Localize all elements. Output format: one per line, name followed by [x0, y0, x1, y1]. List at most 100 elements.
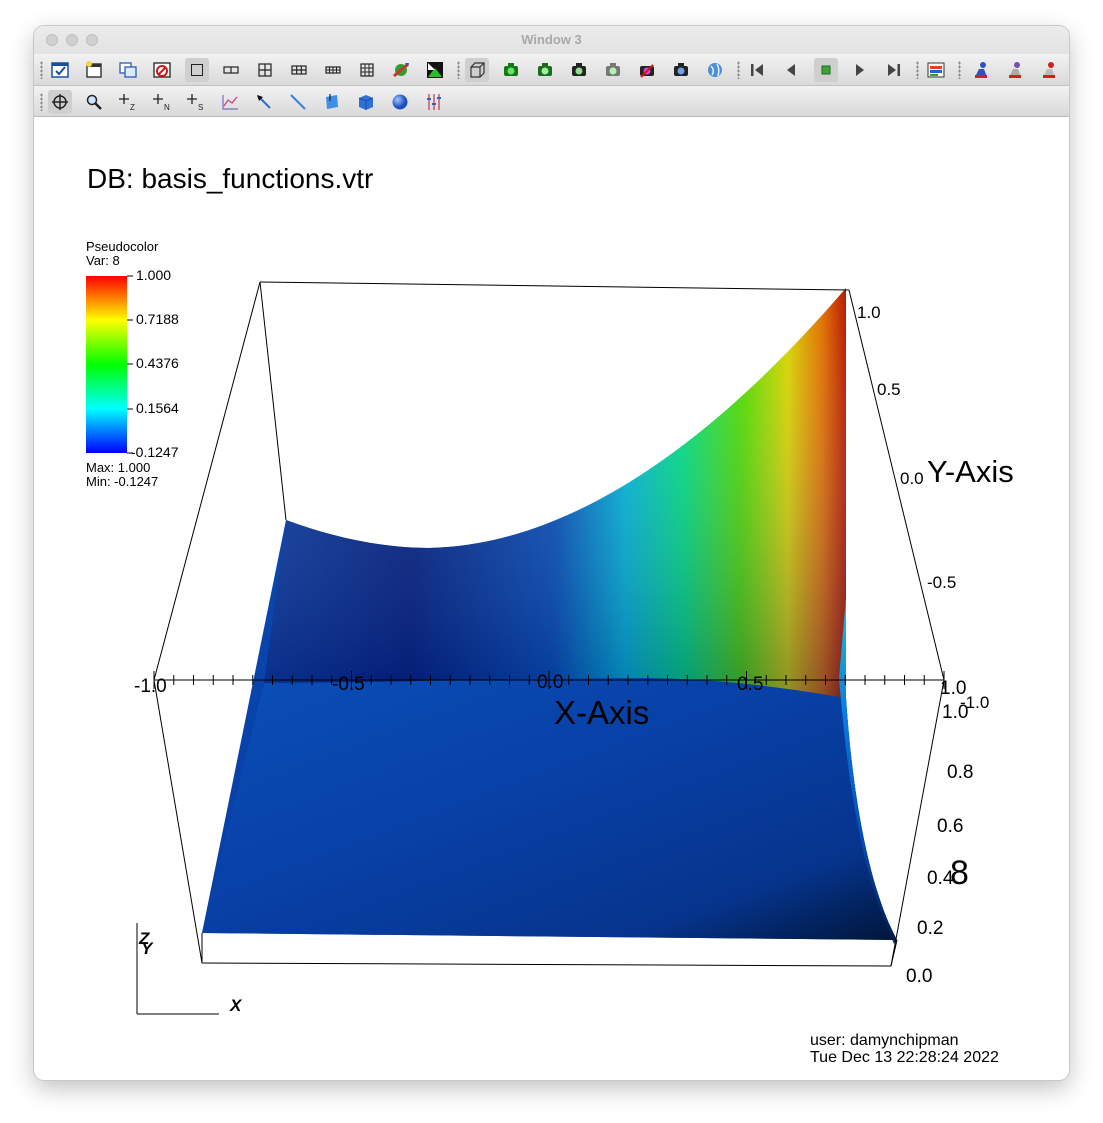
surface-lower-face [202, 678, 897, 940]
reverse-play-icon[interactable] [779, 58, 803, 82]
x-tick-label: -1.0 [134, 676, 167, 697]
toolbar-grip[interactable] [40, 61, 43, 79]
triad-y-label: Y [141, 939, 154, 958]
layout-2x2-icon[interactable] [253, 58, 277, 82]
date-label: Tue Dec 13 22:28:24 2022 [810, 1049, 999, 1066]
z-tick-label: 0.8 [947, 762, 973, 783]
line-tool-icon[interactable] [286, 90, 310, 114]
triad-z-label: Z [138, 929, 150, 948]
lock-tools-icon[interactable] [1037, 58, 1061, 82]
camera2-icon[interactable] [567, 58, 591, 82]
zoom-window-button[interactable] [86, 34, 98, 46]
z-tick-label: 1.0 [942, 702, 968, 723]
axis-restriction-icon[interactable] [422, 90, 446, 114]
legend-tick: 0.4376 [136, 355, 179, 371]
interaction-toolbar: Z N S [34, 86, 1069, 117]
lock-time-icon[interactable] [1003, 58, 1027, 82]
layout-3x3-icon[interactable] [355, 58, 379, 82]
y-tick-label: -0.5 [927, 573, 956, 592]
x-tick-label: 1.0 [940, 678, 966, 699]
camera-plots-icon[interactable] [635, 58, 659, 82]
full-frame-icon[interactable] [423, 58, 447, 82]
active-window-icon[interactable] [48, 58, 72, 82]
db-label: DB: basis_functions.vtr [87, 163, 373, 194]
z-tick-label: 0.4 [927, 868, 954, 889]
vis-canvas[interactable]: DB: basis_functions.vtr Pseudocolor Var:… [34, 118, 1069, 1080]
toolbar-grip[interactable] [457, 61, 460, 79]
z-axis-title: 8 [950, 854, 969, 892]
x-tick-label: 0.5 [737, 674, 763, 695]
legend-max: Max: 1.000 [86, 460, 150, 475]
layout-2x3-icon[interactable] [287, 58, 311, 82]
globe-icon[interactable] [703, 58, 727, 82]
toolbar-grip[interactable] [737, 61, 740, 79]
lock-view-icon[interactable] [969, 58, 993, 82]
legend-colorbar [86, 276, 127, 453]
axis-triad: Z Y X [136, 923, 243, 1015]
window-title: Window 3 [521, 32, 582, 47]
legend-tick: 1.000 [136, 267, 171, 283]
x-axis: -1.0 -0.5 0.0 0.5 1.0 X-Axis [134, 671, 966, 731]
minimize-window-button[interactable] [66, 34, 78, 46]
legend-min: Min: -0.1247 [86, 474, 158, 489]
z-tick-label: 0.2 [917, 918, 943, 939]
perspective-icon[interactable] [465, 58, 489, 82]
z-tick-label: 0.0 [906, 966, 932, 987]
triad-x-label: X [229, 996, 243, 1015]
new-window-icon[interactable] [82, 58, 106, 82]
y-tick-label: -1.0 [960, 693, 989, 712]
pick-z-icon[interactable]: Z [116, 90, 140, 114]
toolbar-grip[interactable] [40, 93, 43, 111]
title-bar: Window 3 [34, 26, 1069, 54]
layout-1x2-icon[interactable] [219, 58, 243, 82]
y-tick-label: 0.0 [900, 469, 924, 488]
step-forward-icon[interactable] [882, 58, 906, 82]
z-tick-label: 0.6 [937, 816, 963, 837]
pick-s-icon[interactable]: S [184, 90, 208, 114]
plane-tool-icon[interactable] [320, 90, 344, 114]
info-icon[interactable] [924, 58, 948, 82]
surface-right-edge [839, 598, 897, 944]
step-back-icon[interactable] [745, 58, 769, 82]
user-label: user: damynchipman [810, 1032, 959, 1049]
toolbar-grip[interactable] [916, 61, 919, 79]
clone-window-icon[interactable] [116, 58, 140, 82]
y-axis-title: Y-Axis [927, 454, 1014, 489]
sphere-tool-icon[interactable] [388, 90, 412, 114]
y-tick-label: 0.5 [877, 380, 901, 399]
spin-mode-icon[interactable] [389, 58, 413, 82]
stop-icon[interactable] [814, 58, 838, 82]
camera-save-icon[interactable] [669, 58, 693, 82]
navigate-icon[interactable] [48, 90, 72, 114]
legend-tick: -0.1247 [131, 444, 179, 460]
visit-window: Window 3 [34, 26, 1069, 1080]
zoom-icon[interactable] [82, 90, 106, 114]
box-tool-icon[interactable] [354, 90, 378, 114]
x-axis-title: X-Axis [554, 694, 649, 731]
play-icon[interactable] [848, 58, 872, 82]
legend-tick: 0.7188 [136, 311, 179, 327]
pseudocolor-surface [202, 288, 897, 944]
svg-text:S: S [198, 103, 203, 112]
close-window-button[interactable] [46, 34, 58, 46]
delete-window-icon[interactable] [150, 58, 174, 82]
lineout-icon[interactable] [218, 90, 242, 114]
save-view-icon[interactable] [499, 58, 523, 82]
layout-1x1-icon[interactable] [185, 58, 209, 82]
pick-n-icon[interactable]: N [150, 90, 174, 114]
z-axis: 1.0 0.8 0.6 0.4 0.2 0.0 8 [906, 702, 973, 987]
surface-top-shade [264, 288, 846, 698]
camera-icon[interactable] [533, 58, 557, 82]
x-tick-label: 0.0 [537, 672, 563, 693]
toolbar-grip[interactable] [958, 61, 961, 79]
y-tick-label: 1.0 [857, 303, 881, 322]
svg-text:N: N [164, 103, 170, 112]
pick-tool-icon[interactable] [252, 90, 276, 114]
layout-2x4-icon[interactable] [321, 58, 345, 82]
legend-tick: 0.1564 [136, 400, 179, 416]
color-legend: Pseudocolor Var: 8 1.000 0.7188 0.4376 0… [86, 239, 179, 489]
x-tick-label: -0.5 [332, 674, 365, 695]
legend-title: Pseudocolor [86, 239, 159, 254]
camera3-icon[interactable] [601, 58, 625, 82]
legend-var: Var: 8 [86, 253, 120, 268]
